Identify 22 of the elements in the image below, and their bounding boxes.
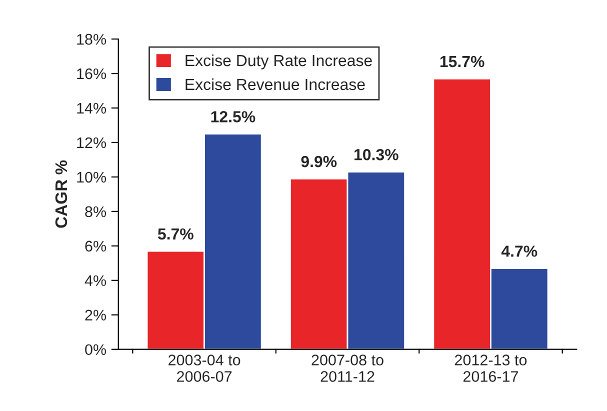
y-tick-label: 16% (77, 68, 106, 80)
y-tick-label: 0% (85, 344, 106, 356)
y-tick-label: 8% (85, 206, 106, 218)
data-label: 9.9% (301, 156, 337, 168)
data-label: 5.7% (158, 228, 194, 240)
y-tick-label: 18% (77, 34, 106, 45)
y-tick-label: 14% (77, 102, 106, 114)
y-tick-label: 6% (85, 240, 106, 252)
legend-label: Excise Revenue Increase (186, 78, 365, 90)
legend-label: Excise Duty Rate Increase (186, 54, 372, 70)
y-tick-label: 4% (84, 275, 106, 286)
data-label: 10.3% (354, 148, 398, 160)
y-tick-label: 10% (77, 172, 106, 183)
x-tick-label: 2003-04 to 2006-07 (168, 354, 240, 382)
x-tick-label: 2007-08 to 2011-12 (312, 354, 384, 382)
y-axis-title: CAGR % (55, 160, 68, 228)
data-label: 12.5% (211, 111, 256, 122)
x-tick-label: 2012-13 to 2016-17 (454, 354, 527, 382)
data-label: 4.7% (501, 246, 538, 257)
data-label: 15.7% (440, 56, 484, 68)
y-tick-label: 12% (77, 137, 106, 148)
y-tick-label: 2% (85, 310, 106, 320)
